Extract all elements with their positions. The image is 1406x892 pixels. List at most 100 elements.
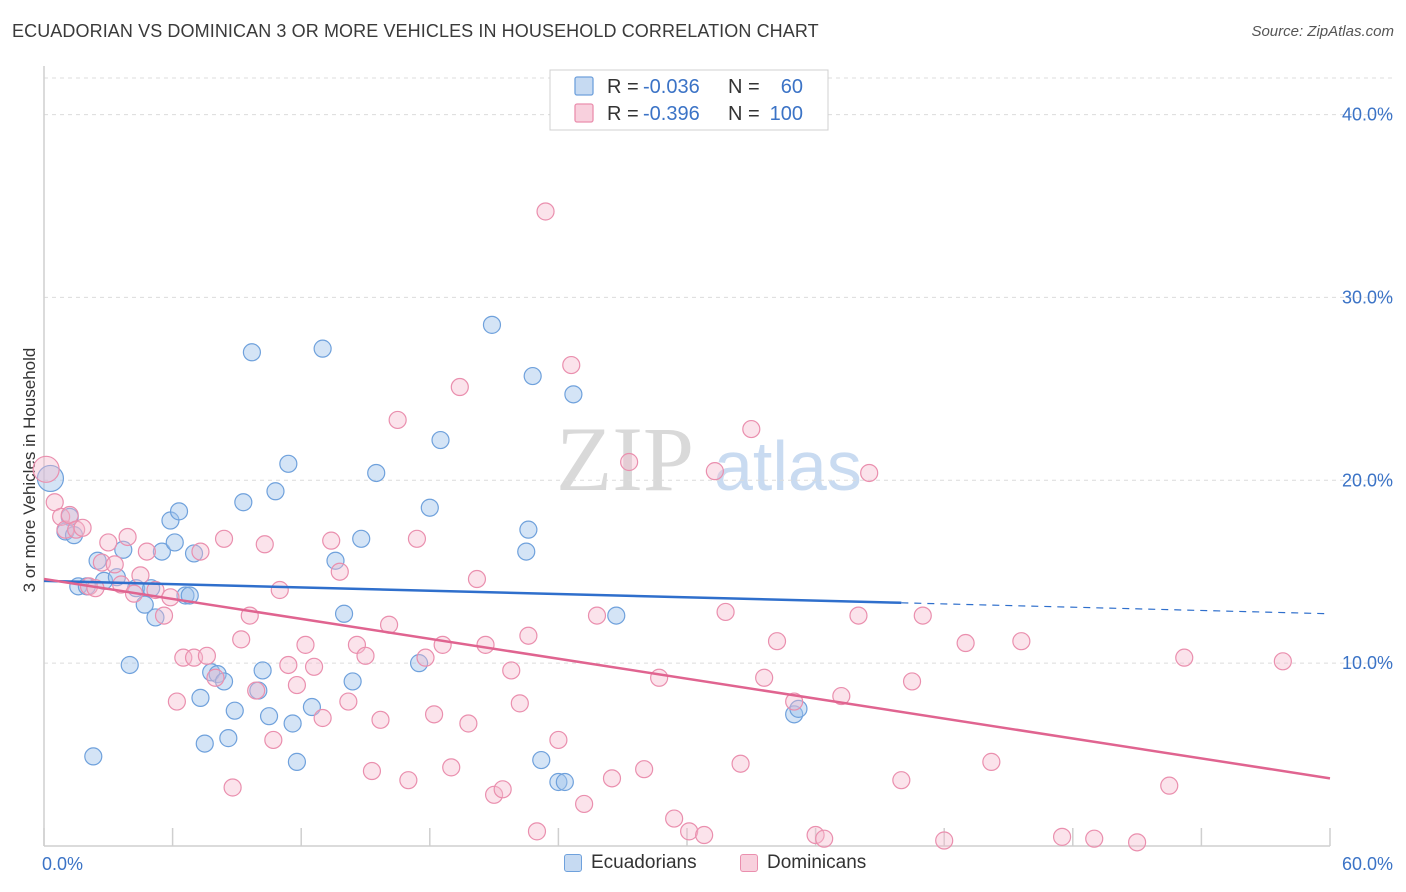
legend-swatch — [574, 103, 594, 123]
data-point — [815, 829, 834, 848]
top-legend: R = -0.036 N = 60 R = -0.396 N = 100 — [549, 69, 829, 131]
data-point — [407, 529, 427, 548]
data-point — [99, 533, 118, 552]
data-point — [424, 705, 444, 724]
data-point — [367, 463, 386, 483]
data-point — [167, 692, 186, 711]
data-point — [287, 675, 307, 695]
data-point — [536, 202, 555, 221]
data-point — [232, 630, 251, 649]
data-point — [225, 701, 244, 720]
data-point — [197, 646, 216, 665]
data-point — [982, 752, 1001, 771]
data-point — [1127, 833, 1147, 852]
data-point — [118, 527, 137, 547]
bottom-legend: Ecuadorians Dominicans — [0, 852, 1406, 876]
data-point — [575, 794, 594, 814]
data-point — [420, 498, 439, 517]
data-point — [510, 694, 529, 713]
data-point — [165, 533, 184, 552]
data-point — [234, 493, 253, 512]
data-point — [532, 750, 551, 770]
data-point — [431, 430, 450, 450]
data-point — [302, 697, 322, 717]
data-point — [313, 339, 332, 358]
data-point — [519, 626, 538, 645]
data-point — [849, 606, 868, 625]
chart-title: ECUADORIAN VS DOMINICAN 3 OR MORE VEHICL… — [12, 21, 819, 41]
x-tick-label: 60.0% — [1342, 854, 1393, 874]
data-point — [112, 575, 131, 594]
data-point — [283, 714, 302, 733]
legend-n-label: N = — [728, 76, 760, 98]
x-tick-label: 0.0% — [42, 854, 83, 874]
data-point — [935, 831, 954, 850]
data-point — [279, 655, 298, 675]
data-point — [191, 542, 210, 561]
data-point — [304, 657, 324, 676]
legend-swatch-dominicans — [740, 854, 758, 872]
y-tick-label: 10.0% — [1342, 653, 1393, 673]
data-point — [67, 520, 86, 539]
data-point — [650, 668, 669, 687]
data-point — [716, 602, 735, 622]
legend-swatch — [574, 76, 594, 96]
data-point — [184, 544, 204, 563]
data-point — [195, 734, 214, 753]
data-point — [442, 758, 461, 777]
data-point — [84, 747, 103, 766]
data-point — [154, 606, 174, 625]
data-point — [322, 531, 341, 550]
data-point — [264, 730, 283, 750]
data-point — [785, 692, 804, 711]
data-point — [270, 580, 289, 600]
data-point — [467, 569, 487, 589]
data-point — [362, 761, 382, 781]
data-point — [680, 822, 699, 841]
legend-label-ecuadorians: Ecuadorians — [591, 852, 697, 873]
data-point — [326, 551, 345, 570]
data-point — [352, 529, 371, 548]
trend-line-ecuadorians — [43, 579, 902, 605]
data-point — [152, 542, 171, 561]
data-point — [259, 707, 279, 726]
data-point — [755, 668, 774, 687]
data-point — [399, 771, 418, 790]
y-tick-label: 30.0% — [1342, 287, 1393, 307]
data-point — [279, 454, 298, 473]
data-point — [517, 542, 536, 561]
data-point — [892, 771, 911, 790]
data-point — [253, 661, 272, 680]
legend-label-dominicans: Dominicans — [767, 852, 867, 873]
legend-item-ecuadorians[interactable]: Ecuadorians — [564, 852, 697, 874]
data-point — [137, 542, 156, 561]
data-point — [174, 648, 193, 667]
legend-r-label: R = — [607, 103, 639, 125]
data-point — [206, 668, 225, 687]
data-point — [287, 752, 307, 771]
data-point — [146, 580, 165, 600]
data-point — [523, 366, 542, 386]
data-point — [555, 772, 574, 792]
legend-n-value: 100 — [770, 103, 803, 125]
source-label: Source: ZipAtlas.com — [1251, 23, 1394, 40]
data-point — [731, 754, 750, 773]
data-point — [296, 635, 315, 654]
data-point — [416, 648, 435, 667]
data-point — [860, 463, 879, 483]
data-point — [223, 778, 242, 797]
legend-r-value: -0.036 — [643, 76, 700, 98]
watermark-zip: ZIP — [556, 408, 694, 510]
data-point — [1052, 827, 1072, 846]
data-point — [343, 672, 362, 691]
legend-n-value: 60 — [781, 76, 803, 98]
data-point — [339, 692, 358, 711]
data-point — [1273, 652, 1292, 671]
data-point — [266, 482, 285, 501]
data-point — [255, 535, 274, 554]
legend-swatch-ecuadorians — [564, 854, 582, 872]
data-point — [502, 661, 521, 680]
legend-item-dominicans[interactable]: Dominicans — [740, 852, 866, 874]
data-point — [356, 646, 375, 665]
data-point — [120, 655, 139, 675]
